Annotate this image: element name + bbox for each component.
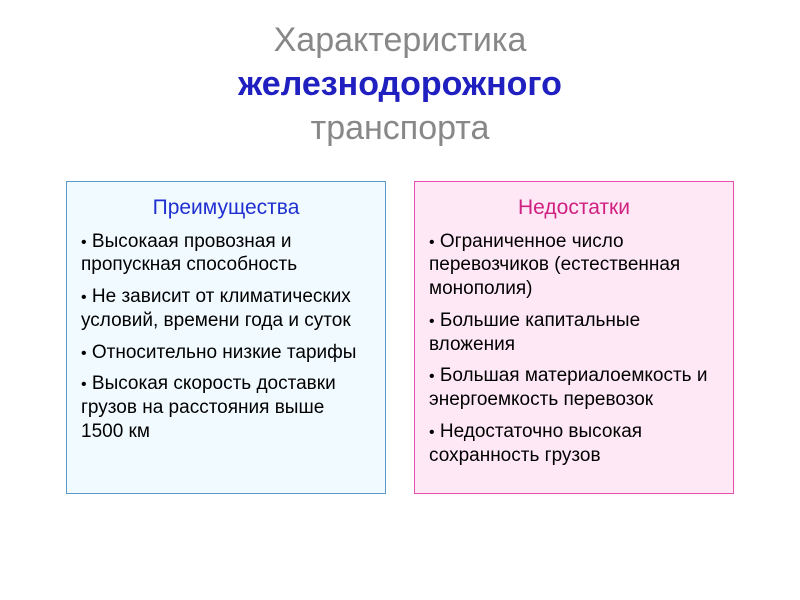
advantages-box: Преимущества • Высокаая провозная и проп…	[66, 181, 386, 495]
slide: Характеристика железнодорожного транспор…	[0, 0, 800, 600]
title-line-2: железнодорожного	[40, 62, 760, 106]
item-text: Ограниченное число перевозчиков (естеств…	[429, 231, 680, 300]
bullet-icon: •	[81, 376, 87, 393]
disadvantages-header: Недостатки	[429, 196, 719, 220]
bullet-icon: •	[429, 313, 435, 330]
title-line-3: транспорта	[40, 106, 760, 150]
list-item: • Недостаточно высокая сохранность грузо…	[429, 420, 719, 468]
bullet-icon: •	[81, 345, 87, 362]
bullet-icon: •	[429, 424, 435, 441]
list-item: • Ограниченное число перевозчиков (естес…	[429, 230, 719, 301]
item-text: Высокая скорость доставки грузов на расс…	[81, 373, 336, 442]
advantages-header: Преимущества	[81, 196, 371, 220]
disadvantages-box: Недостатки • Ограниченное число перевозч…	[414, 181, 734, 495]
item-text: Относительно низкие тарифы	[92, 342, 357, 363]
item-text: Высокаая провозная и пропускная способно…	[81, 231, 297, 276]
item-text: Недостаточно высокая сохранность грузов	[429, 421, 642, 466]
bullet-icon: •	[429, 368, 435, 385]
list-item: • Большие капитальные вложения	[429, 309, 719, 357]
list-item: • Высокаая провозная и пропускная способ…	[81, 230, 371, 278]
slide-title: Характеристика железнодорожного транспор…	[40, 18, 760, 151]
list-item: • Большая материалоемкость и энергоемкос…	[429, 364, 719, 412]
bullet-icon: •	[429, 234, 435, 251]
item-text: Большая материалоемкость и энергоемкость…	[429, 365, 707, 410]
bullet-icon: •	[81, 234, 87, 251]
list-item: • Высокая скорость доставки грузов на ра…	[81, 372, 371, 443]
columns-container: Преимущества • Высокаая провозная и проп…	[40, 181, 760, 495]
list-item: • Относительно низкие тарифы	[81, 341, 371, 365]
title-line-1: Характеристика	[40, 18, 760, 62]
list-item: • Не зависит от климатических условий, в…	[81, 285, 371, 333]
item-text: Не зависит от климатических условий, вре…	[81, 286, 351, 331]
bullet-icon: •	[81, 289, 87, 306]
item-text: Большие капитальные вложения	[429, 310, 640, 355]
